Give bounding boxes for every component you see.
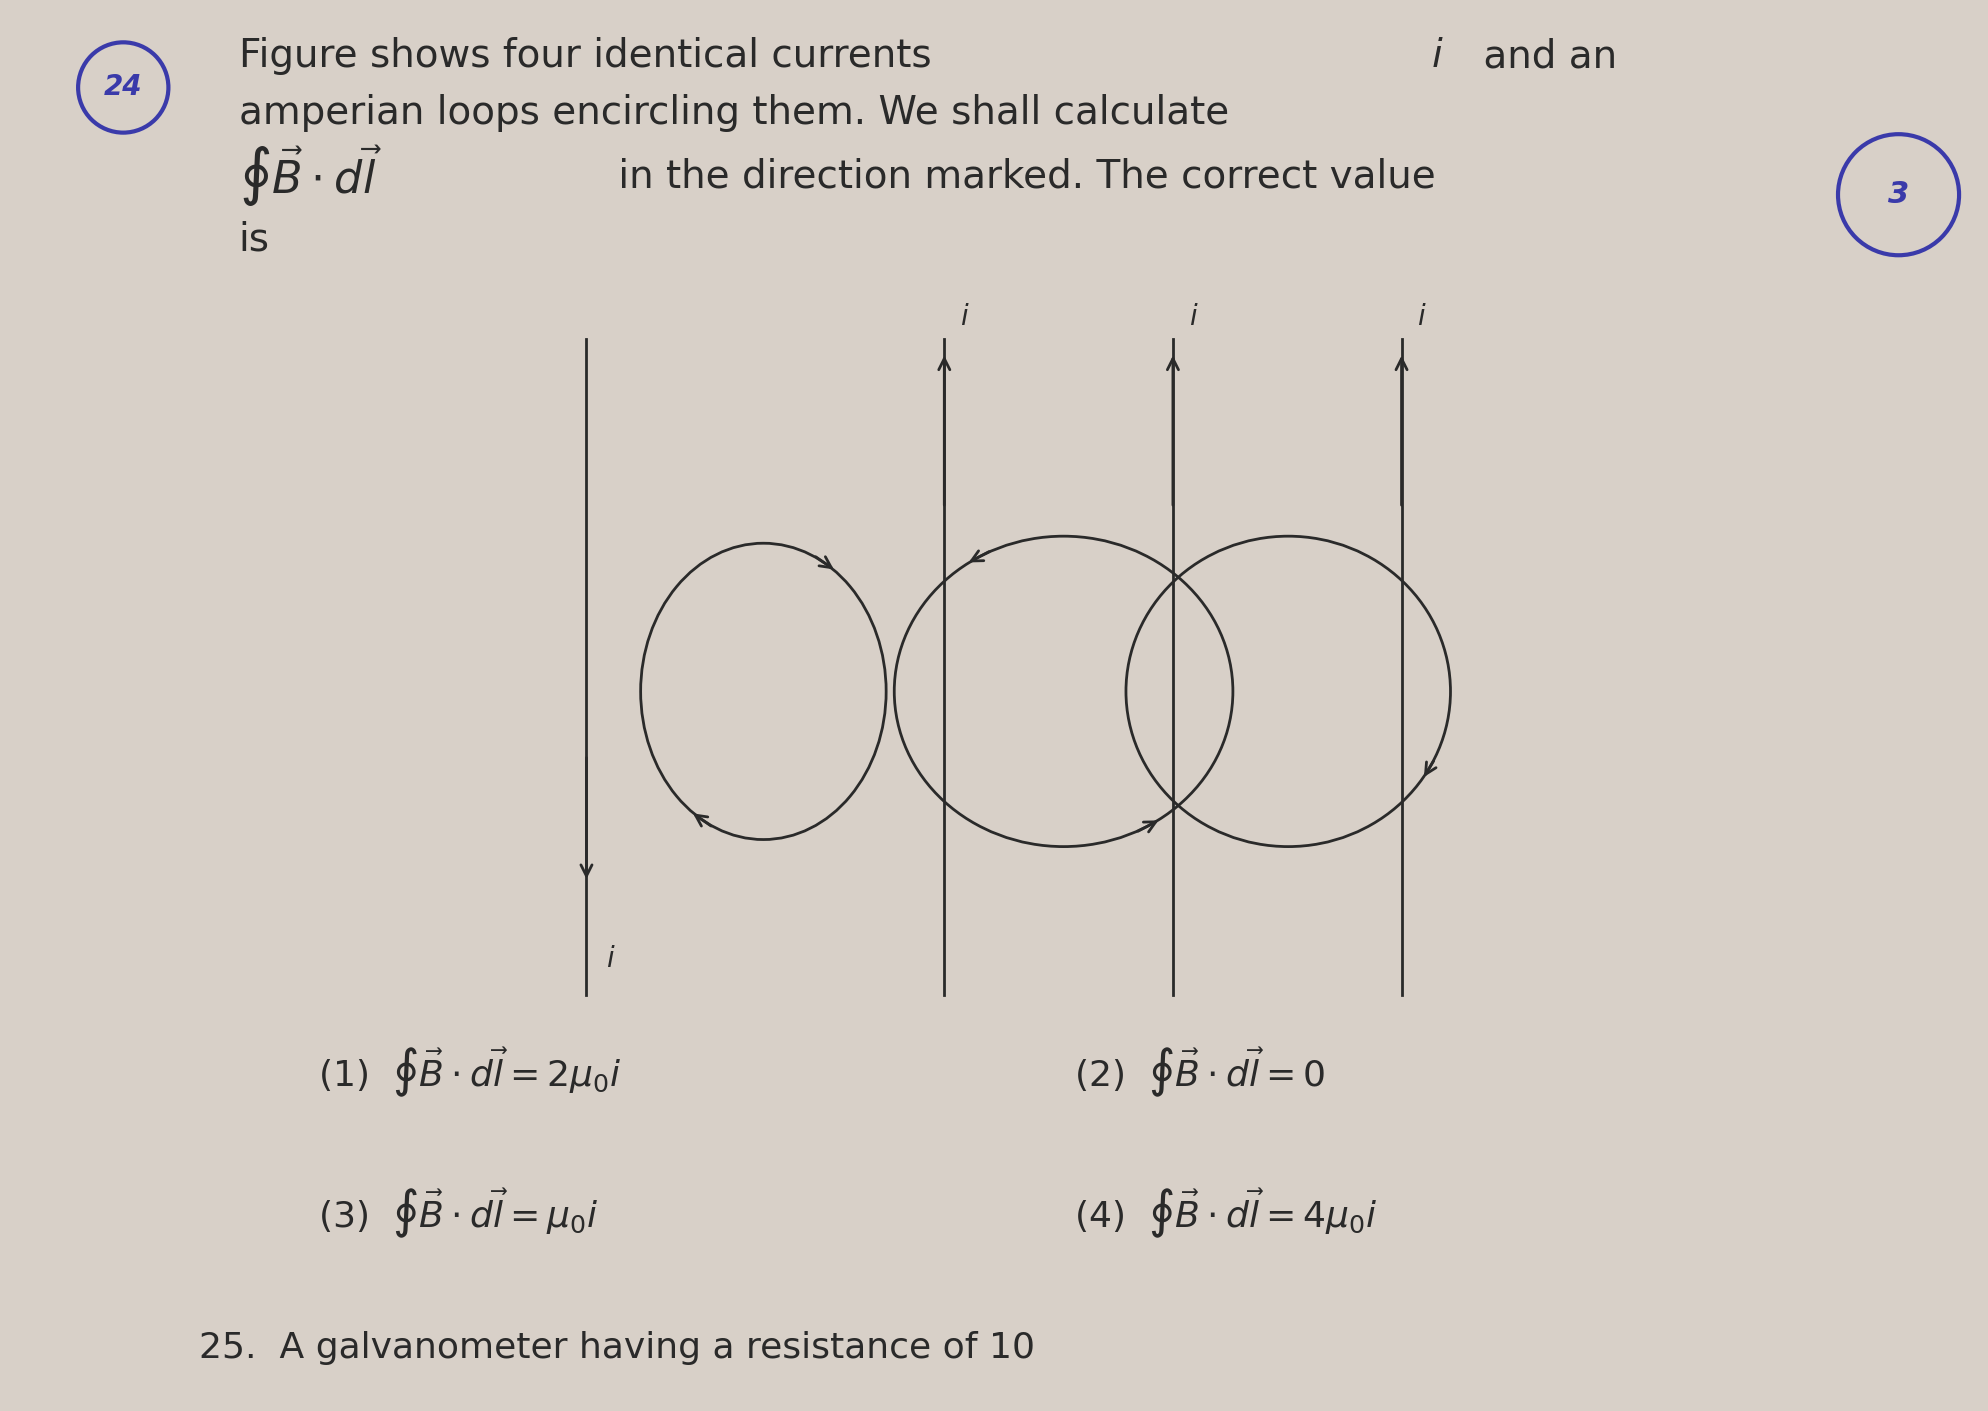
Text: (1)  $\oint \vec{B}\cdot d\vec{l} = 2\mu_0 i$: (1) $\oint \vec{B}\cdot d\vec{l} = 2\mu_… bbox=[318, 1046, 622, 1099]
Text: in the direction marked. The correct value: in the direction marked. The correct val… bbox=[606, 158, 1435, 195]
Text: $i$: $i$ bbox=[606, 945, 616, 974]
Text: and an: and an bbox=[1471, 38, 1618, 75]
Text: (3)  $\oint \vec{B}\cdot d\vec{l} = \mu_0 i$: (3) $\oint \vec{B}\cdot d\vec{l} = \mu_0… bbox=[318, 1187, 598, 1240]
Text: 3: 3 bbox=[1889, 181, 1908, 209]
Text: Figure shows four identical currents: Figure shows four identical currents bbox=[239, 38, 944, 75]
Text: (4)  $\oint \vec{B}\cdot d\vec{l} = 4\mu_0 i$: (4) $\oint \vec{B}\cdot d\vec{l} = 4\mu_… bbox=[1074, 1187, 1378, 1240]
Text: 25.  A galvanometer having a resistance of 10: 25. A galvanometer having a resistance o… bbox=[199, 1331, 1036, 1364]
Text: is: is bbox=[239, 222, 270, 258]
Text: $\oint \vec{B}\cdot d\vec{l}$: $\oint \vec{B}\cdot d\vec{l}$ bbox=[239, 144, 382, 209]
Text: (2)  $\oint \vec{B}\cdot d\vec{l} = 0$: (2) $\oint \vec{B}\cdot d\vec{l} = 0$ bbox=[1074, 1046, 1324, 1099]
Text: $i$: $i$ bbox=[1431, 38, 1443, 75]
Text: 24: 24 bbox=[103, 73, 143, 102]
Text: $i$: $i$ bbox=[1189, 303, 1199, 332]
Text: $i$: $i$ bbox=[960, 303, 970, 332]
Text: $i$: $i$ bbox=[1417, 303, 1427, 332]
Text: amperian loops encircling them. We shall calculate: amperian loops encircling them. We shall… bbox=[239, 95, 1229, 131]
